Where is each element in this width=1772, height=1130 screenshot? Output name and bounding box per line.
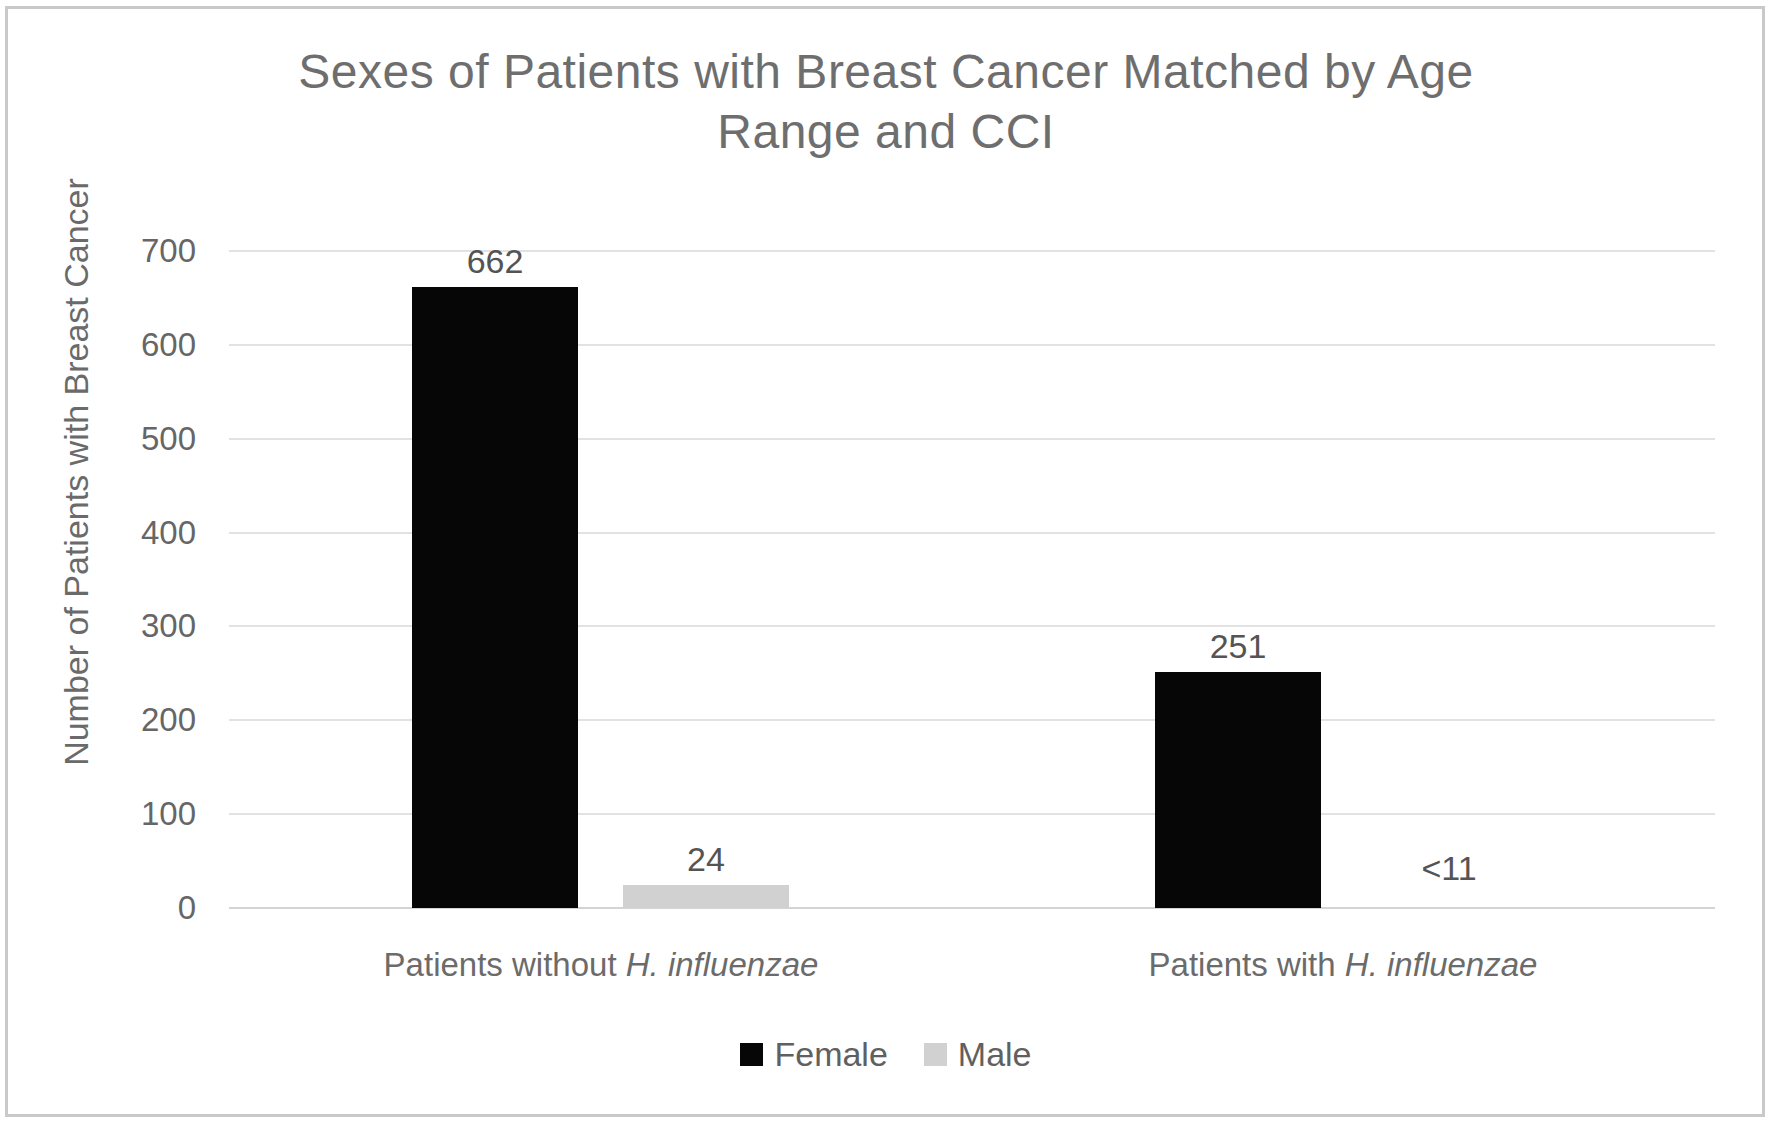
y-tick-label-300: 300 — [66, 606, 196, 646]
y-tick-label-400: 400 — [66, 513, 196, 553]
y-tick-label-600: 600 — [66, 325, 196, 365]
y-tick-label-500: 500 — [66, 419, 196, 459]
y-tick-label-700: 700 — [66, 231, 196, 271]
category-label-without-text: Patients without — [384, 946, 626, 983]
bar-female-group1 — [412, 287, 578, 908]
data-label-female-group2: 251 — [1128, 626, 1348, 666]
category-label-with: Patients with H. influenzae — [933, 946, 1753, 984]
y-tick-label-100: 100 — [66, 794, 196, 834]
y-tick-label-0: 0 — [66, 888, 196, 928]
category-label-with-species: H. influenzae — [1345, 946, 1538, 983]
chart-title-line-1: Sexes of Patients with Breast Cancer Mat… — [0, 42, 1772, 102]
legend-entry-male: Male — [924, 1035, 1032, 1074]
legend-entry-female: Female — [740, 1035, 887, 1074]
category-label-without-species: H. influenzae — [626, 946, 819, 983]
male-legend-label: Male — [958, 1035, 1032, 1074]
bar-female-group2 — [1155, 672, 1321, 908]
bar-male-group1 — [623, 885, 789, 908]
y-tick-label-200: 200 — [66, 700, 196, 740]
female-legend-swatch — [740, 1043, 763, 1066]
chart-title-line-2: Range and CCI — [0, 102, 1772, 162]
category-label-with-text: Patients with — [1149, 946, 1345, 983]
chart-figure: Sexes of Patients with Breast Cancer Mat… — [0, 0, 1772, 1130]
data-label-female-group1: 662 — [385, 241, 605, 281]
chart-title: Sexes of Patients with Breast Cancer Mat… — [0, 42, 1772, 162]
male-legend-swatch — [924, 1043, 947, 1066]
category-label-without: Patients without H. influenzae — [191, 946, 1011, 984]
data-label-male-group1: 24 — [596, 839, 816, 879]
chart-legend: Female Male — [0, 1032, 1772, 1076]
data-label-male-group2: <11 — [1339, 848, 1559, 888]
female-legend-label: Female — [774, 1035, 887, 1074]
